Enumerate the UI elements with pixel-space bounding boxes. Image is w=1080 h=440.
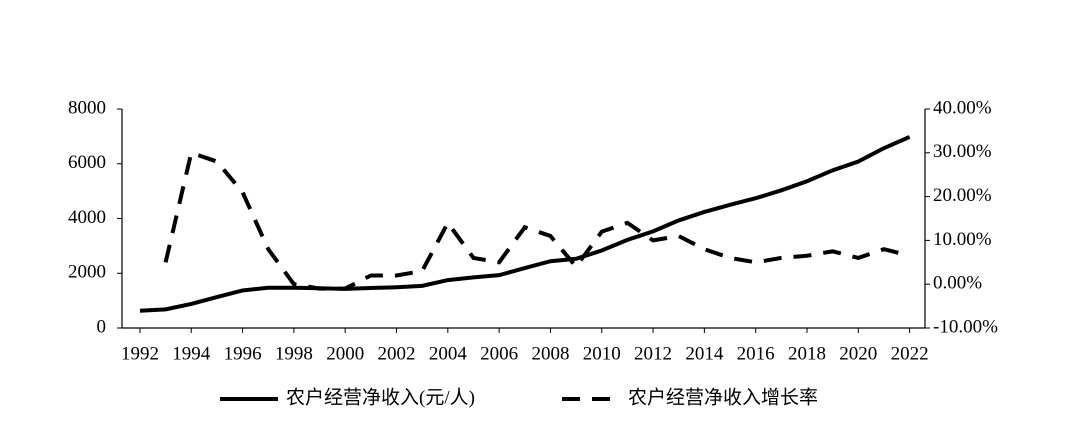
- x-tick-label: 2020: [839, 343, 877, 364]
- x-tick-label: 2012: [634, 343, 672, 364]
- x-tick-label: 2018: [788, 343, 826, 364]
- y2-tick-label: 0.00%: [933, 273, 982, 294]
- y-tick-label: 0: [97, 316, 107, 337]
- x-tick-label: 1992: [121, 343, 159, 364]
- x-tick-label: 2004: [429, 343, 468, 364]
- y2-tick-label: 20.00%: [933, 185, 992, 206]
- x-tick-label: 2000: [326, 343, 364, 364]
- y-tick-label: 4000: [68, 207, 106, 228]
- y-tick-label: 2000: [68, 262, 106, 283]
- x-tick-label: 2010: [583, 343, 621, 364]
- legend-label: 农户经营净收入(元/人): [286, 386, 475, 408]
- y2-tick-label: 30.00%: [933, 141, 992, 162]
- x-tick-label: 2008: [531, 343, 569, 364]
- line-series: [163, 150, 911, 291]
- x-tick-label: 1994: [172, 343, 211, 364]
- x-tick-label: 2022: [891, 343, 929, 364]
- y-tick-label: 8000: [68, 97, 106, 118]
- y-tick-label: 6000: [68, 152, 106, 173]
- x-tick-label: 2006: [480, 343, 518, 364]
- y2-tick-label: -10.00%: [933, 316, 998, 337]
- legend-label: 农户经营净收入增长率: [628, 386, 818, 408]
- x-tick-label: 1996: [224, 343, 262, 364]
- x-tick-label: 2002: [378, 343, 416, 364]
- y2-tick-label: 10.00%: [933, 229, 992, 250]
- x-tick-label: 2016: [737, 343, 775, 364]
- y2-tick-label: 40.00%: [933, 97, 992, 118]
- x-tick-label: 1998: [275, 343, 313, 364]
- line-series: [139, 135, 911, 313]
- x-tick-label: 2014: [685, 343, 724, 364]
